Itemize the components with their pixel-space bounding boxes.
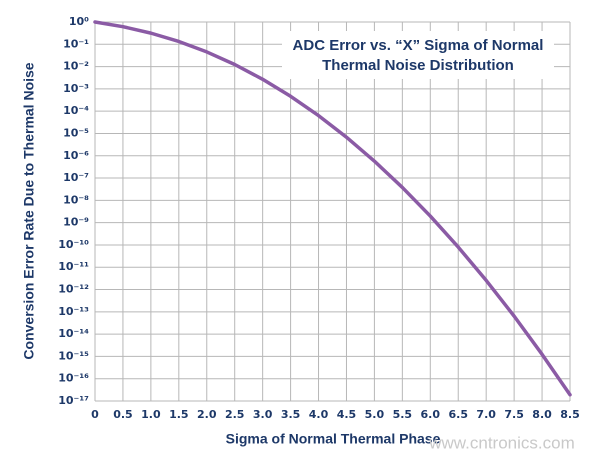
y-tick-label: 10⁻⁵	[63, 126, 89, 139]
y-axis-title: Conversion Error Rate Due to Thermal Noi…	[21, 62, 37, 359]
y-tick-label: 10⁻⁴	[63, 104, 89, 117]
x-tick-label: 3.5	[281, 408, 301, 421]
grid	[94, 21, 571, 402]
y-tick-label: 10⁻⁶	[63, 149, 89, 162]
x-tick-label: 6.0	[421, 408, 441, 421]
y-tick-label: 10⁻³	[63, 82, 89, 95]
y-tick-label: 10⁻¹⁴	[58, 327, 89, 340]
x-tick-label: 2.0	[197, 408, 217, 421]
x-tick-label: 4.5	[337, 408, 357, 421]
y-tick-label: 10⁻¹⁵	[58, 349, 89, 362]
x-tick-label: 6.5	[448, 408, 468, 421]
y-tick-label: 10⁻¹⁷	[58, 394, 89, 407]
y-tick-label: 10⁰	[69, 15, 89, 28]
x-tick-label: 1.5	[169, 408, 189, 421]
x-tick-label: 5.5	[393, 408, 413, 421]
watermark: www.cntronics.com	[428, 433, 574, 452]
x-tick-label: 8.5	[560, 408, 580, 421]
y-tick-label: 10⁻¹	[63, 37, 89, 50]
data-line	[93, 20, 572, 397]
y-tick-label: 10⁻¹¹	[58, 260, 89, 273]
y-tick-label: 10⁻¹²	[58, 283, 89, 296]
x-tick-label: 7.0	[476, 408, 496, 421]
x-tick-label: 0	[91, 408, 99, 421]
chart-title: ADC Error vs. “X” Sigma of Normal	[293, 37, 544, 54]
y-tick-label: 10⁻⁷	[63, 171, 89, 184]
y-tick-label: 10⁻²	[63, 60, 89, 73]
x-tick-label: 1.0	[141, 408, 161, 421]
x-tick-label: 2.5	[225, 408, 245, 421]
x-tick-label: 8.0	[532, 408, 552, 421]
y-tick-label: 10⁻⁹	[63, 216, 89, 229]
title-box	[282, 31, 554, 79]
x-tick-label: 7.5	[504, 408, 524, 421]
y-tick-label: 10⁻¹⁰	[58, 238, 89, 251]
y-tick-label: 10⁻¹³	[58, 305, 89, 318]
y-tick-label: 10⁻¹⁶	[58, 372, 89, 385]
x-tick-label: 3.0	[253, 408, 273, 421]
x-tick-label: 5.0	[365, 408, 385, 421]
x-tick-label: 4.0	[309, 408, 329, 421]
chart-title: Thermal Noise Distribution	[322, 57, 514, 74]
x-tick-label: 0.5	[113, 408, 133, 421]
plot	[93, 20, 572, 397]
y-tick-label: 10⁻⁸	[63, 193, 89, 206]
x-axis-title: Sigma of Normal Thermal Phase	[226, 431, 441, 447]
